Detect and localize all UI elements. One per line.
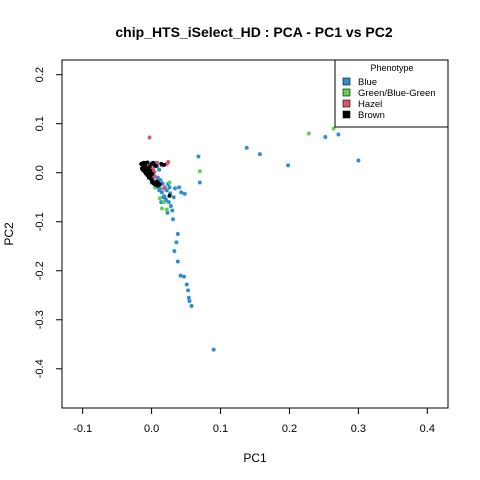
point-blue [157,188,162,193]
x-tick-label: 0.1 [213,423,228,435]
point-blue [174,240,179,245]
point-blue [170,208,175,213]
point-green-blue-green [159,206,164,211]
point-blue [196,154,201,159]
points-layer [139,126,361,352]
point-hazel [153,174,158,179]
point-blue [211,347,216,352]
point-blue [165,210,170,215]
point-blue [182,191,187,196]
point-blue [170,217,175,222]
point-blue [187,299,192,304]
point-green-blue-green [197,169,202,174]
y-tick-label: 0.1 [34,116,46,131]
point-blue [166,200,171,205]
point-blue [257,152,262,157]
y-axis-label: PC2 [2,222,16,246]
y-tick-label: -0.3 [34,310,46,329]
point-blue [161,195,166,200]
point-blue [182,274,187,279]
plot-frame [61,59,449,409]
point-blue [157,167,162,172]
legend-label: Blue [358,77,377,88]
point-blue [167,185,172,190]
point-blue [336,132,341,137]
point-blue [171,195,176,200]
legend-label: Brown [358,110,385,121]
point-blue [159,190,164,195]
legend-label: Green/Blue-Green [358,88,436,99]
legend-swatch [342,77,351,86]
y-tick-label: -0.2 [34,261,46,280]
point-blue [158,178,163,183]
legend-swatch [342,88,351,97]
point-brown [157,182,162,187]
point-brown [167,193,172,198]
y-tick-label: 0.2 [34,67,46,82]
point-blue [175,259,180,264]
point-blue [164,188,169,193]
point-green-blue-green [306,131,311,136]
chart-title: chip_HTS_iSelect_HD : PCA - PC1 vs PC2 [115,24,392,40]
point-brown [146,175,151,180]
legend-box [334,59,449,128]
point-blue [168,204,173,209]
point-blue [356,158,361,163]
y-axis: 0.2 0.1 0.0 -0.1 -0.2 -0.3 -0.4 [34,67,62,378]
point-blue [178,273,183,278]
point-blue [197,180,202,185]
legend-swatch [342,99,351,108]
point-green-blue-green [331,126,336,131]
point-blue [175,232,180,236]
point-green-blue-green [162,200,167,205]
point-blue [184,282,189,287]
point-green-blue-green [167,180,172,185]
legend-swatch [342,110,351,119]
point-blue [177,185,182,190]
x-tick-label: 0.0 [144,423,159,435]
point-brown [162,162,167,167]
point-blue [244,145,249,150]
legend-title: Phenotype [370,63,413,73]
point-blue [173,186,178,191]
point-green-blue-green [157,196,162,201]
point-blue [159,200,164,205]
x-tick-label: 0.4 [420,423,435,435]
x-tick-label: -0.1 [73,423,92,435]
point-blue [189,304,194,309]
point-hazel [162,186,167,191]
point-brown [153,163,158,168]
x-axis-label: PC1 [243,451,267,465]
y-tick-label: -0.4 [34,359,46,378]
x-tick-label: 0.2 [282,423,297,435]
point-brown [145,160,150,165]
point-blue [172,249,177,254]
x-tick-label: 0.3 [351,423,366,435]
point-brown [150,171,155,176]
legend-label: Hazel [358,99,382,110]
point-brown [141,160,146,165]
y-tick-label: 0.0 [34,165,46,180]
x-axis: -0.1 0.0 0.1 0.2 0.3 0.4 [73,408,435,435]
y-tick-label: -0.1 [34,212,46,231]
point-green-blue-green [164,207,169,212]
point-blue [179,190,184,195]
point-brown [148,168,153,173]
point-blue [286,163,291,168]
point-blue [186,288,191,293]
point-blue [186,295,191,300]
point-hazel [147,135,152,140]
point-blue [323,134,328,139]
